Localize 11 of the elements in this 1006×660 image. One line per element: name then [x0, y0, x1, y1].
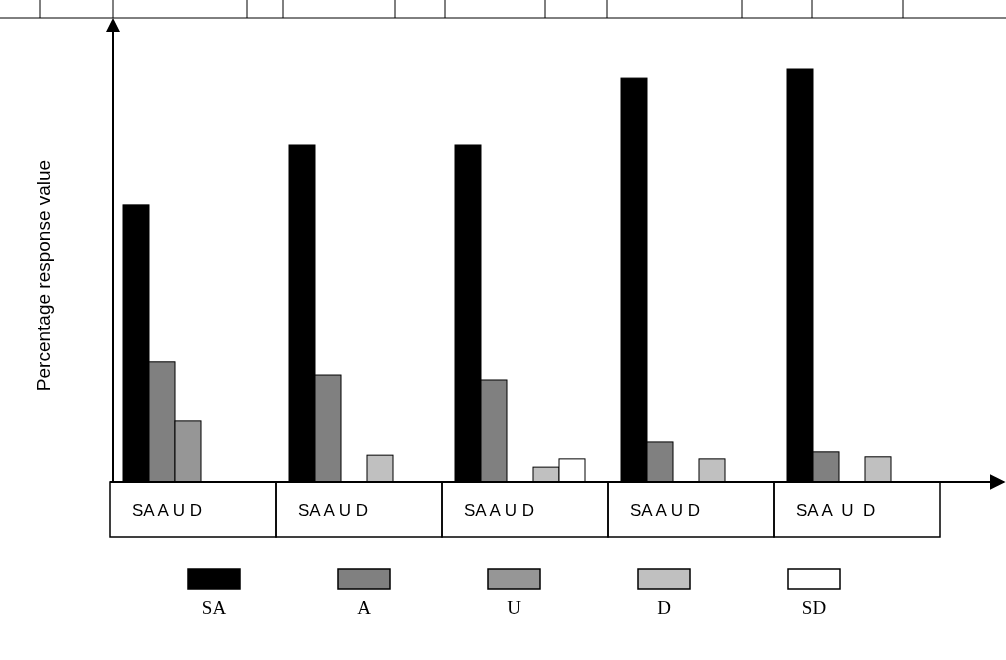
legend-label: SD: [801, 597, 827, 618]
x-tick-label: SA A U D: [464, 501, 534, 520]
x-tick-label: SA A U D: [630, 501, 700, 520]
x-tick-label: SA A U D: [298, 501, 368, 520]
legend-label: D: [657, 597, 671, 618]
y-axis-title: Percentage response value: [33, 159, 54, 392]
x-tick-label: SA A U D: [796, 501, 876, 520]
legend-label: SA: [201, 597, 227, 618]
legend-label: U: [507, 597, 522, 618]
x-tick-label: SA A U D: [132, 501, 202, 520]
legend-label: A: [357, 597, 372, 618]
